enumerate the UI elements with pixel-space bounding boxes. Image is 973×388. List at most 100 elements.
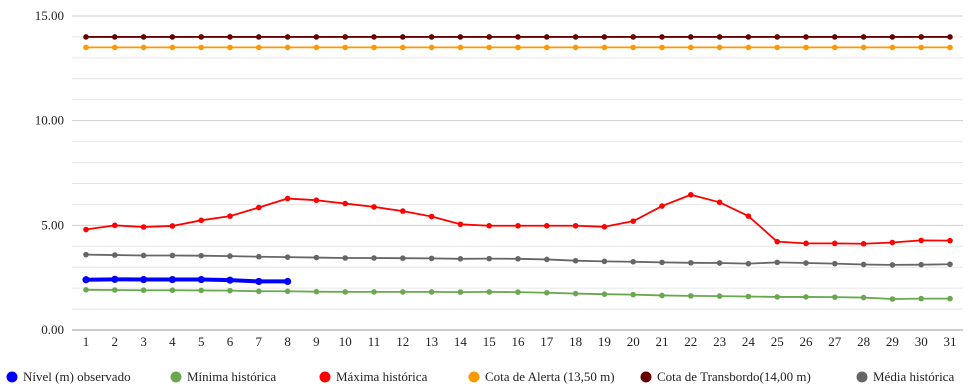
data-point	[803, 294, 809, 300]
data-point	[140, 252, 147, 259]
data-point	[659, 292, 665, 299]
data-point	[659, 44, 665, 51]
data-point	[544, 256, 550, 263]
data-point	[745, 293, 752, 300]
data-point	[515, 222, 521, 229]
data-point	[601, 34, 608, 40]
data-point	[860, 240, 867, 247]
x-tick-label: 8	[284, 334, 291, 349]
x-tick-label: 22	[684, 334, 697, 349]
legend-item: Mínima histórica	[170, 369, 276, 384]
legend-label: Nível (m) observado	[23, 369, 131, 384]
data-point	[342, 44, 349, 51]
data-point	[255, 204, 262, 211]
series	[82, 275, 292, 286]
data-point	[860, 34, 867, 40]
legend-marker	[640, 371, 652, 383]
data-point	[688, 293, 694, 299]
data-point	[284, 195, 291, 202]
data-point	[659, 34, 665, 40]
data-point	[457, 44, 464, 51]
data-point	[860, 44, 867, 51]
data-point	[889, 262, 896, 268]
data-point	[198, 34, 204, 40]
data-point	[226, 276, 234, 284]
y-axis-tick-labels: 0.00 5.00 10.00 15.00	[35, 8, 64, 337]
data-point	[486, 44, 493, 51]
data-point	[486, 289, 493, 295]
data-point	[169, 252, 176, 259]
legend-marker	[468, 371, 480, 383]
x-axis-tick-labels: 1 2 3 4 5 6 7 8 9 10 11 12 13 14 15 16 17 18 19 20 21 22 23 24 2…	[83, 334, 957, 349]
data-point	[112, 252, 118, 258]
data-point	[284, 288, 291, 295]
x-tick-label: 27	[828, 334, 842, 349]
data-point	[918, 261, 924, 268]
data-point	[255, 253, 262, 260]
data-point	[227, 253, 233, 259]
data-point	[630, 291, 636, 298]
data-point	[832, 34, 838, 40]
x-tick-label: 12	[396, 334, 409, 349]
data-point	[83, 44, 89, 51]
legend-item: Nível (m) observado	[6, 369, 131, 384]
data-point	[111, 275, 119, 283]
data-point	[284, 34, 291, 40]
legend-label: Cota de Alerta (13,50 m)	[485, 369, 615, 384]
data-point	[774, 34, 780, 40]
data-point	[889, 34, 896, 40]
data-point	[803, 34, 809, 40]
data-point	[774, 238, 780, 245]
legend-label: Mínima histórica	[187, 369, 276, 384]
data-point	[688, 260, 694, 266]
data-point	[947, 237, 953, 244]
x-tick-label: 10	[339, 334, 352, 349]
data-point	[371, 289, 377, 295]
data-point	[947, 295, 953, 302]
data-point	[486, 222, 493, 229]
data-point	[630, 34, 636, 40]
data-point	[486, 255, 493, 262]
data-point	[889, 44, 896, 51]
data-point	[140, 44, 147, 51]
data-point	[255, 44, 262, 51]
data-point	[601, 44, 608, 51]
data-point	[601, 291, 608, 298]
data-point	[774, 259, 780, 266]
x-tick-label: 1	[83, 334, 90, 349]
data-point	[860, 294, 867, 301]
series	[83, 251, 953, 268]
data-point	[515, 256, 521, 262]
data-point	[227, 44, 233, 51]
x-tick-label: 13	[425, 334, 438, 349]
data-point	[428, 34, 435, 40]
data-point	[284, 254, 291, 260]
data-point	[572, 222, 579, 229]
data-point	[112, 222, 118, 229]
legend-marker	[856, 371, 868, 383]
data-point	[457, 289, 464, 295]
data-point	[544, 44, 550, 51]
data-point	[198, 217, 204, 224]
data-point	[716, 44, 723, 51]
x-tick-label: 20	[627, 334, 640, 349]
x-tick-label: 28	[857, 334, 870, 349]
data-point	[83, 251, 89, 258]
data-point	[83, 34, 89, 40]
data-point	[83, 287, 89, 293]
data-point	[140, 287, 147, 294]
x-tick-label: 2	[112, 334, 119, 349]
data-point	[112, 44, 118, 51]
data-point	[457, 256, 464, 262]
data-point	[313, 254, 320, 261]
x-tick-label: 30	[915, 334, 928, 349]
x-tick-label: 21	[656, 334, 669, 349]
data-point	[803, 260, 809, 266]
data-point	[313, 197, 320, 204]
data-point	[198, 252, 204, 259]
data-point	[659, 203, 665, 209]
legend-marker	[170, 371, 182, 383]
data-point	[457, 221, 464, 228]
data-point	[140, 224, 147, 230]
data-point	[918, 44, 924, 51]
